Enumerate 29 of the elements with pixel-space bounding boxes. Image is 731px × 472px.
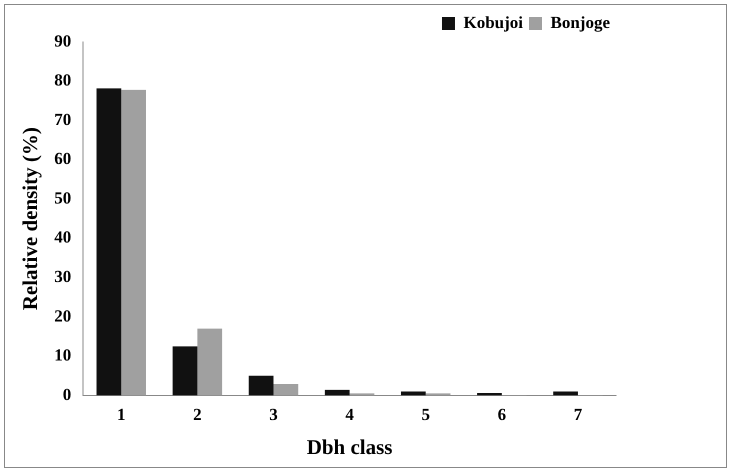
x-tick-label: 3 [269, 404, 278, 424]
bar [273, 384, 298, 396]
x-tick-label: 4 [345, 404, 354, 424]
legend-label: Bonjoge [550, 12, 610, 32]
y-tick-label: 10 [54, 346, 72, 365]
y-tick-label: 60 [54, 149, 72, 168]
bar [121, 90, 146, 396]
y-tick-label: 80 [54, 70, 72, 90]
legend-label: Kobujoi [463, 12, 524, 32]
bar [96, 88, 122, 396]
bar [197, 328, 222, 396]
y-tick-label: 0 [62, 384, 72, 404]
x-tick-label: 1 [117, 404, 126, 424]
x-axis-title: Dbh class [306, 434, 392, 459]
x-tick-label: 7 [574, 404, 583, 424]
y-tick-label: 20 [54, 306, 72, 326]
y-tick-label: 50 [54, 188, 72, 208]
y-tick-label: 70 [54, 110, 72, 129]
bar [324, 390, 350, 396]
bar [553, 391, 578, 396]
bar [248, 376, 274, 396]
x-tick-label: 6 [498, 404, 506, 424]
y-tick-label: 90 [54, 31, 72, 50]
y-tick-label: 30 [54, 266, 72, 286]
x-tick-label: 5 [421, 404, 430, 424]
y-axis-title: Relative density (%) [18, 127, 42, 310]
x-tick-label: 2 [193, 404, 202, 424]
y-tick-label: 40 [54, 228, 72, 247]
bar [172, 346, 198, 396]
